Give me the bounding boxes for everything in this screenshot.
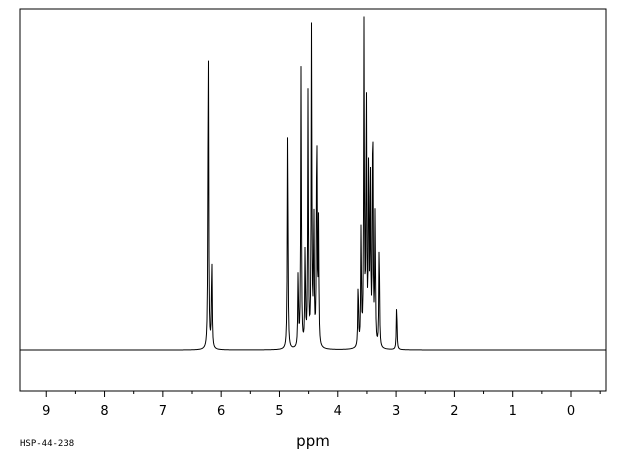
sample-id-label: HSP-44-238 (20, 439, 74, 449)
x-tick-label: 3 (392, 404, 400, 419)
x-tick-label: 6 (217, 404, 225, 419)
x-tick-label: 1 (509, 404, 517, 419)
x-axis-tick-labels: 9 8 7 6 5 4 3 2 1 0 (42, 404, 575, 419)
x-tick-label: 8 (100, 404, 108, 419)
plot-frame (19, 8, 607, 392)
x-tick-label: 4 (334, 404, 342, 419)
x-tick-label: 5 (275, 404, 283, 419)
x-tick-label: 7 (159, 404, 167, 419)
x-tick-label: 2 (450, 404, 458, 419)
x-tick-label: 9 (42, 404, 50, 419)
x-tick-label: 0 (567, 404, 575, 419)
x-axis-title: ppm (296, 432, 330, 450)
spectrum-trace (20, 16, 606, 351)
x-axis-ticks (45, 391, 601, 397)
